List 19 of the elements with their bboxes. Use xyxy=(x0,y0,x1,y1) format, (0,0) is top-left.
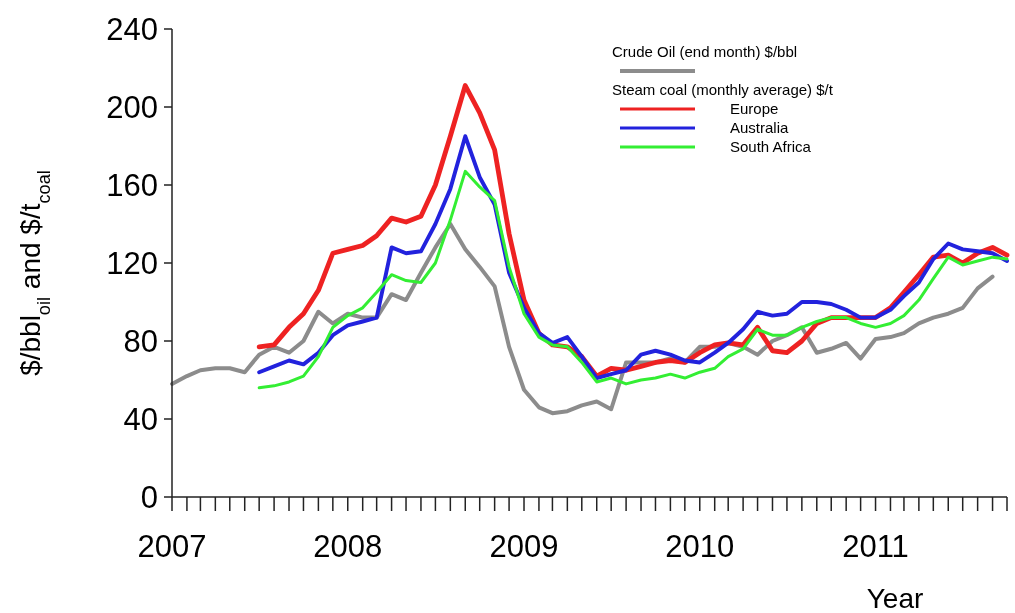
x-axis-title: Year xyxy=(866,583,924,613)
annotation: Steam coal (monthly average) $/t xyxy=(612,81,834,98)
x-tick-label: 2008 xyxy=(313,529,383,564)
y-tick-label: 160 xyxy=(106,167,158,203)
annotation: Crude Oil (end month) $/bbl xyxy=(612,43,798,60)
y-tick-label: 120 xyxy=(106,245,158,281)
y-tick-label: 0 xyxy=(140,479,158,515)
legend-label: Australia xyxy=(730,119,790,136)
y-tick-label: 200 xyxy=(106,89,158,125)
y-tick-label: 240 xyxy=(106,11,158,47)
x-tick-label: 2009 xyxy=(489,529,559,564)
x-tick-label: 2007 xyxy=(137,529,207,564)
y-tick-label: 80 xyxy=(123,323,158,359)
x-tick-label: 2011 xyxy=(842,529,909,564)
legend-label: Europe xyxy=(730,100,779,117)
x-tick-label: 2010 xyxy=(665,529,735,564)
y-tick-label: 40 xyxy=(123,401,158,437)
line-series xyxy=(257,169,1009,390)
legend-label: South Africa xyxy=(730,138,812,155)
